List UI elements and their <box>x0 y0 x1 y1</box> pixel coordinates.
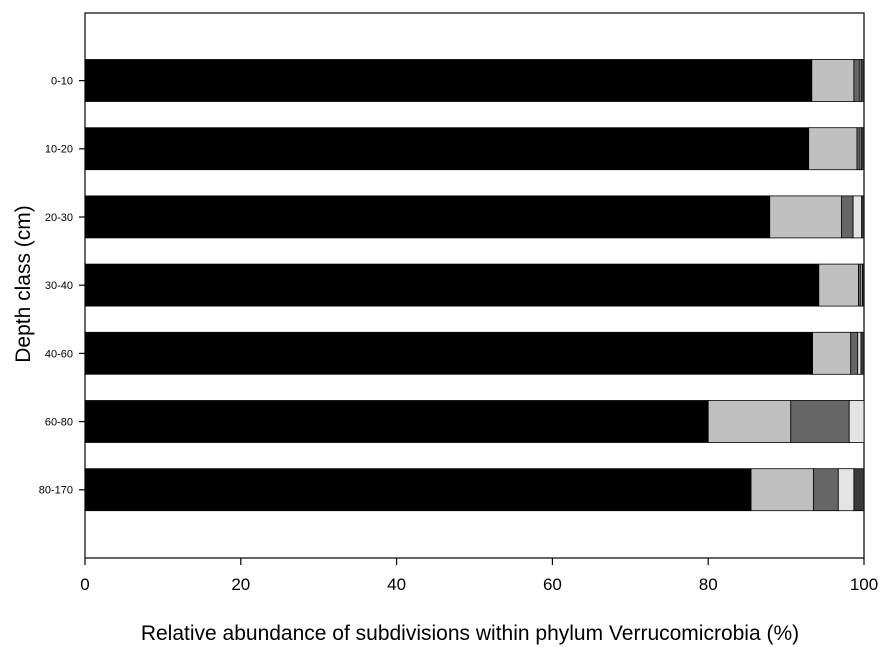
x-tick-label: 40 <box>387 575 406 594</box>
y-tick-label: 40-60 <box>45 348 73 360</box>
bar-segments <box>84 59 865 512</box>
bar-segment-0-10-s1 <box>84 59 813 102</box>
bar-segment-80-170-s4 <box>837 468 855 512</box>
x-tick-label: 20 <box>231 575 250 594</box>
bar-segment-10-20-s2 <box>808 127 858 171</box>
bar-segment-80-170-s2 <box>750 468 814 512</box>
bar-segment-0-10-s3 <box>853 59 860 102</box>
bar-segment-10-20-s3 <box>856 127 861 171</box>
y-tick-label: 30-40 <box>45 280 73 292</box>
bar-segment-0-10-s5 <box>860 59 865 102</box>
bar-segment-60-80-s3 <box>790 400 850 443</box>
y-axis: 0-10 10-20 20-30 30-40 40-60 60-80 80-170 <box>39 76 85 497</box>
bar-segment-60-80-s1 <box>84 400 709 443</box>
y-tick-label: 20-30 <box>45 212 73 224</box>
y-tick-label: 10-20 <box>45 144 73 156</box>
bar-segment-40-60-s4 <box>857 331 862 375</box>
y-tick-label: 60-80 <box>45 417 73 429</box>
y-tick-label: 0-10 <box>51 76 73 88</box>
bar-segment-30-40-s2 <box>818 263 859 307</box>
bar-segment-80-170-s1 <box>84 468 752 512</box>
bar-segment-30-40-s5 <box>862 263 865 307</box>
x-axis-title: Relative abundance of subdivisions withi… <box>141 622 799 645</box>
bar-segment-30-40-s1 <box>84 263 820 307</box>
x-axis: 0 20 40 60 80 100 <box>80 558 878 594</box>
bar-segment-20-30-s1 <box>84 195 771 239</box>
x-tick-label: 60 <box>543 575 562 594</box>
bar-segment-40-60-s2 <box>812 331 852 375</box>
bar-segment-80-170-s5 <box>853 468 865 512</box>
bar-segment-40-60-s3 <box>850 331 859 375</box>
bar-segment-40-60-s1 <box>84 331 813 375</box>
bar-segment-0-10-s2 <box>811 59 855 102</box>
bar-segment-20-30-s2 <box>769 195 842 239</box>
bar-segment-10-20-s5 <box>861 127 865 171</box>
bar-segment-80-170-s3 <box>812 468 839 512</box>
y-tick-label: 80-170 <box>39 485 73 497</box>
x-tick-label: 0 <box>80 575 89 594</box>
bar-segment-20-30-s5 <box>861 195 865 239</box>
x-tick-label: 80 <box>699 575 718 594</box>
bar-segment-60-80-s2 <box>707 400 792 443</box>
bar-segment-20-30-s3 <box>841 195 854 239</box>
bar-segment-40-60-s5 <box>860 331 865 375</box>
y-axis-title: Depth class (cm) <box>12 205 35 363</box>
x-tick-label: 100 <box>850 575 878 594</box>
bar-segment-60-80-s4 <box>848 400 865 443</box>
bar-segment-10-20-s1 <box>84 127 810 171</box>
bar-segment-20-30-s4 <box>852 195 863 239</box>
